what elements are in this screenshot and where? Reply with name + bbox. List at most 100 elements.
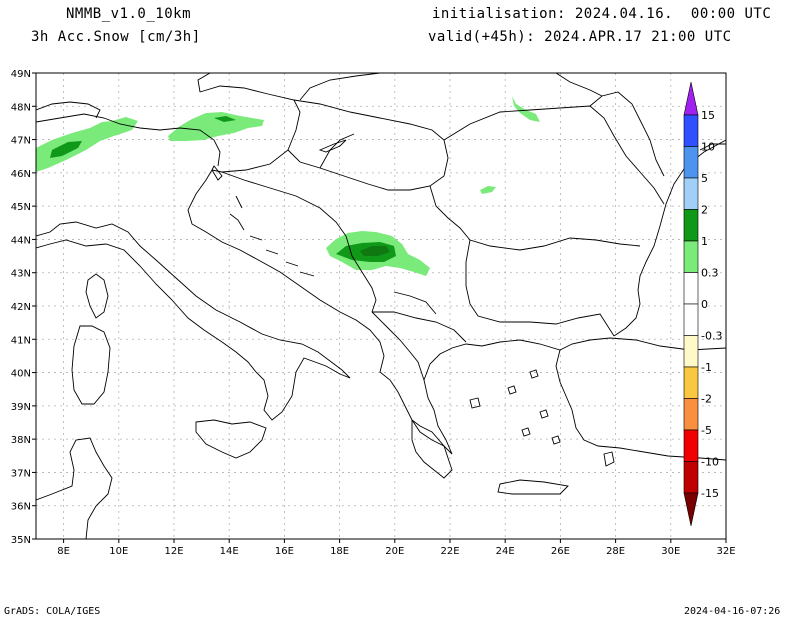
albania-border: [371, 311, 425, 381]
x-tick-label: 18E: [330, 546, 349, 557]
poland-border: [197, 73, 603, 101]
colorbar-segment: [683, 366, 699, 399]
x-tick-label: 26E: [551, 546, 570, 557]
colorbar-segment: [683, 429, 699, 462]
colorbar-label: -2: [701, 393, 712, 406]
y-tick-label: 44N: [11, 235, 31, 246]
croatia-border: [221, 171, 347, 237]
x-tick-label: 10E: [109, 546, 128, 557]
crimea-coast: [699, 143, 726, 151]
field-title: 3h Acc.Snow [cm/3h]: [31, 29, 201, 45]
colorbar-cap-bottom: [683, 492, 699, 527]
moldova-border: [589, 91, 665, 177]
snow-area-eastern-alps: [168, 112, 264, 141]
crete-coast: [497, 479, 569, 495]
y-tick-label: 47N: [11, 136, 31, 147]
grads-credit: GrADS: COLA/IGES: [4, 606, 101, 617]
y-tick-label: 49N: [11, 69, 31, 80]
colorbar-label: -10: [701, 456, 719, 469]
aegean-island: [507, 385, 517, 395]
aegean-island: [551, 435, 561, 445]
y-tick-label: 37N: [11, 468, 31, 479]
graticule: [36, 73, 726, 539]
x-tick-label: 22E: [440, 546, 459, 557]
bulgaria-border: [465, 239, 615, 337]
colorbar-cap-top: [683, 81, 699, 116]
y-tick-label: 36N: [11, 502, 31, 513]
x-tick-label: 32E: [716, 546, 735, 557]
x-tick-label: 20E: [385, 546, 404, 557]
italy-coast: [36, 221, 351, 421]
colorbar-segment: [683, 303, 699, 336]
y-tick-label: 45N: [11, 202, 31, 213]
colorbar-segment: [683, 335, 699, 368]
bosnia-serbia-border: [345, 235, 377, 313]
colorbar-segment: [683, 461, 699, 494]
rhodes-coast: [603, 451, 615, 467]
black-sea-coast: [613, 139, 726, 337]
y-tick-label: 43N: [11, 269, 31, 280]
aegean-island: [521, 427, 531, 437]
africa-coast: [36, 437, 113, 539]
colorbar-label: 0.3: [701, 267, 719, 280]
greece-coast: [423, 337, 726, 455]
colorbar-segment: [683, 209, 699, 242]
colorbar: 15 10 5 2 1 0.3 0 -0.3 -1 -2 -5 -10 -15: [683, 81, 722, 527]
alps-border: [36, 113, 221, 167]
aegean-island: [539, 409, 549, 419]
init-time: initialisation: 2024.04.16. 00:00 UTC: [432, 6, 772, 22]
slovakia-hungary-border: [287, 99, 449, 191]
colorbar-label: 1: [701, 235, 708, 248]
colorbar-label: 15: [701, 109, 715, 122]
colorbar-label: 0: [701, 298, 708, 311]
y-axis-ticks: 49N 48N 47N 46N 45N 44N 43N 42N 41N 40N 39N 38N 37N 3…: [11, 69, 36, 546]
colorbar-label: -5: [701, 424, 712, 437]
x-tick-label: 30E: [661, 546, 680, 557]
y-tick-label: 42N: [11, 302, 31, 313]
colorbar-segment: [683, 398, 699, 431]
y-tick-label: 48N: [11, 102, 31, 113]
colorbar-segment: [683, 146, 699, 179]
peloponnese-coast: [411, 419, 453, 479]
y-tick-label: 38N: [11, 435, 31, 446]
y-tick-label: 40N: [11, 369, 31, 380]
snow-area-serbia-max: [360, 246, 390, 256]
snow-area-carpathians: [512, 96, 540, 122]
sicily-coast: [195, 419, 267, 459]
coastlines-borders: [36, 73, 726, 539]
hungary-east-border: [319, 133, 355, 169]
x-tick-label: 24E: [496, 546, 515, 557]
colorbar-segment: [683, 272, 699, 305]
x-axis-ticks: 8E 10E 12E 14E 16E 18E 20E 22E 24E 26E 28E 30E 32E: [57, 539, 736, 557]
balaton-lake: [318, 139, 347, 153]
colorbar-label: -15: [701, 487, 719, 500]
snow-area-western-alps-core: [50, 141, 82, 158]
x-tick-label: 14E: [220, 546, 239, 557]
valid-time: valid(+45h): 2024.APR.17 21:00 UTC: [428, 29, 732, 45]
aegean-island: [469, 397, 481, 409]
adriatic-east-coast: [187, 169, 453, 455]
serbia-romania-border: [429, 185, 641, 251]
snow-area-small-patch: [480, 186, 496, 194]
macedonia-border: [372, 311, 467, 343]
colorbar-segment: [683, 240, 699, 273]
romania-ukraine-border: [443, 105, 665, 205]
colorbar-label: 2: [701, 204, 708, 217]
colorbar-segment: [683, 177, 699, 210]
colorbar-label: 10: [701, 141, 715, 154]
y-tick-label: 39N: [11, 402, 31, 413]
sardinia-coast: [71, 325, 111, 405]
gulf-of-trieste: [211, 165, 223, 181]
plot-timestamp: 2024-04-16-07:26: [684, 606, 781, 617]
kosovo-border: [393, 291, 437, 315]
colorbar-label: -0.3: [701, 330, 722, 343]
colorbar-segment: [683, 114, 699, 147]
model-title: NMMB_v1.0_10km: [66, 6, 192, 22]
y-tick-label: 41N: [11, 335, 31, 346]
x-tick-label: 28E: [606, 546, 625, 557]
x-tick-label: 16E: [275, 546, 294, 557]
snow-field: [36, 96, 540, 276]
switzerland-border: [36, 101, 101, 119]
snow-area-western-alps: [36, 117, 138, 172]
corsica-coast: [85, 273, 109, 319]
